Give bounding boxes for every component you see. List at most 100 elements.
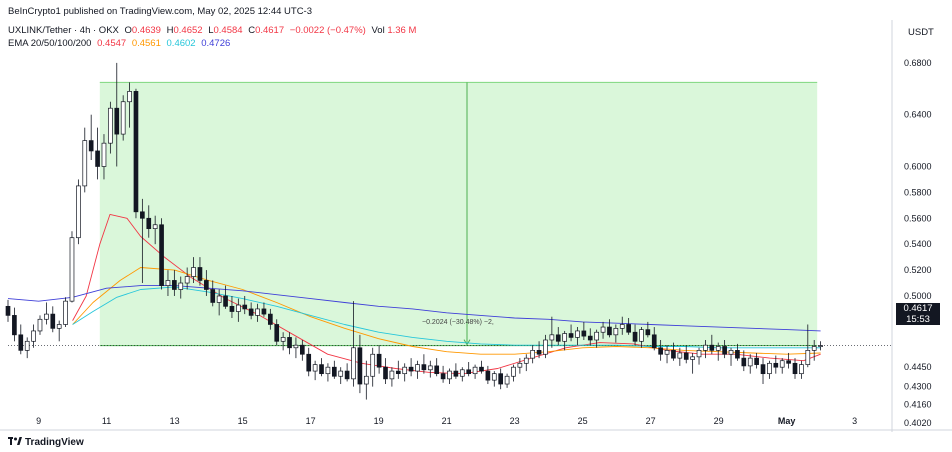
candle-body [223, 295, 228, 307]
candle-down [18, 324, 24, 355]
candle-down [344, 363, 350, 382]
candle-body [587, 335, 593, 341]
candle-body [626, 324, 631, 333]
candle-up [511, 364, 516, 382]
candle-up [472, 364, 478, 379]
candle-body [664, 350, 670, 355]
candle-down [159, 218, 164, 290]
currency-label[interactable]: USDT [908, 27, 934, 38]
price-tick-label: 0.5000 [904, 291, 932, 301]
candle-up [523, 354, 529, 372]
candle-down [357, 334, 363, 394]
time-tick-label: 27 [646, 416, 656, 426]
price-tick-label: 0.4020 [904, 418, 932, 428]
candle-body [536, 350, 542, 355]
time-tick-label: 23 [510, 416, 520, 426]
candle-body [703, 344, 708, 351]
candle-body [383, 366, 388, 380]
candle-up [677, 347, 683, 366]
candle-body [683, 352, 689, 360]
ema-legend-label[interactable]: EMA 20/50/100/200 [8, 38, 92, 49]
candle-body [479, 366, 484, 372]
candle-body [555, 334, 561, 342]
tradingview-logo[interactable]: TradingView [8, 437, 84, 448]
candle-up [351, 301, 356, 387]
candle-up [543, 334, 548, 359]
candle-down [172, 270, 177, 296]
candle-up [728, 347, 734, 366]
candle-up [363, 360, 369, 400]
candle-down [95, 127, 100, 180]
candle-body [299, 344, 305, 355]
candle-down [248, 302, 254, 320]
candle-body [24, 340, 30, 351]
candle-body [779, 360, 785, 368]
candle-down [536, 341, 542, 359]
candle-body [530, 350, 536, 359]
candle-up [82, 127, 88, 193]
candle-up [165, 270, 171, 296]
ema-layer [7, 213, 821, 375]
candle-down [792, 358, 798, 379]
candle-down [709, 334, 715, 355]
candle-up [108, 101, 113, 154]
measure-zone-layer [99, 81, 818, 347]
candle-body [197, 267, 203, 281]
candle-body [786, 360, 791, 364]
candle-down [223, 285, 228, 309]
candle-body [31, 330, 36, 342]
candle-up [236, 298, 241, 322]
candle-up [24, 337, 30, 359]
candle-down [383, 358, 388, 385]
candle-down [434, 358, 440, 377]
price-tick-label: 0.6000 [904, 161, 932, 171]
close-value: C0.4617 [248, 25, 285, 36]
candle-up [402, 363, 408, 382]
price-tick-label: 0.5400 [904, 239, 932, 249]
candle-down [479, 360, 484, 374]
time-tick-label: 19 [374, 416, 384, 426]
candle-body [466, 369, 472, 375]
candle-body [440, 373, 446, 380]
time-tick-label: 13 [170, 416, 180, 426]
candle-up [696, 347, 702, 365]
candle-up [491, 371, 497, 387]
candle-down [133, 88, 139, 219]
candle-body [120, 101, 126, 135]
candle-body [69, 237, 75, 302]
candle-body [754, 357, 759, 365]
candle-body [338, 370, 344, 377]
candle-up [120, 95, 126, 141]
price-tick-label: 0.4450 [904, 362, 932, 372]
candle-body [351, 347, 356, 380]
candle-up [504, 373, 510, 388]
candle-down [683, 345, 689, 364]
candle-body [229, 305, 235, 312]
change-value: −0.0022 (−0.47%) [289, 25, 366, 36]
candle-body [306, 353, 312, 372]
symbol-name[interactable]: UXLINK/Tether · 4h · OKX [8, 25, 119, 36]
candle-up [811, 340, 817, 361]
candle-body [472, 366, 478, 375]
open-value: O0.4639 [124, 25, 161, 36]
candle-body [76, 185, 81, 239]
candle-body [658, 347, 663, 355]
candle-up [191, 257, 196, 284]
time-tick-label: 25 [578, 416, 588, 426]
candle-up [427, 360, 433, 378]
candle-down [722, 340, 727, 359]
candle-body [504, 375, 510, 385]
candle-down [146, 205, 152, 238]
candle-body [312, 364, 318, 372]
candle-up [549, 316, 555, 348]
candle-up [715, 342, 721, 361]
candle-body [18, 334, 24, 351]
candle-body [485, 370, 491, 381]
candle-body [178, 282, 184, 290]
price-tick-label: 0.6400 [904, 110, 932, 120]
candle-body [274, 324, 280, 342]
candle-down [735, 343, 740, 361]
candle-down [645, 321, 651, 338]
candle-body [773, 362, 779, 368]
